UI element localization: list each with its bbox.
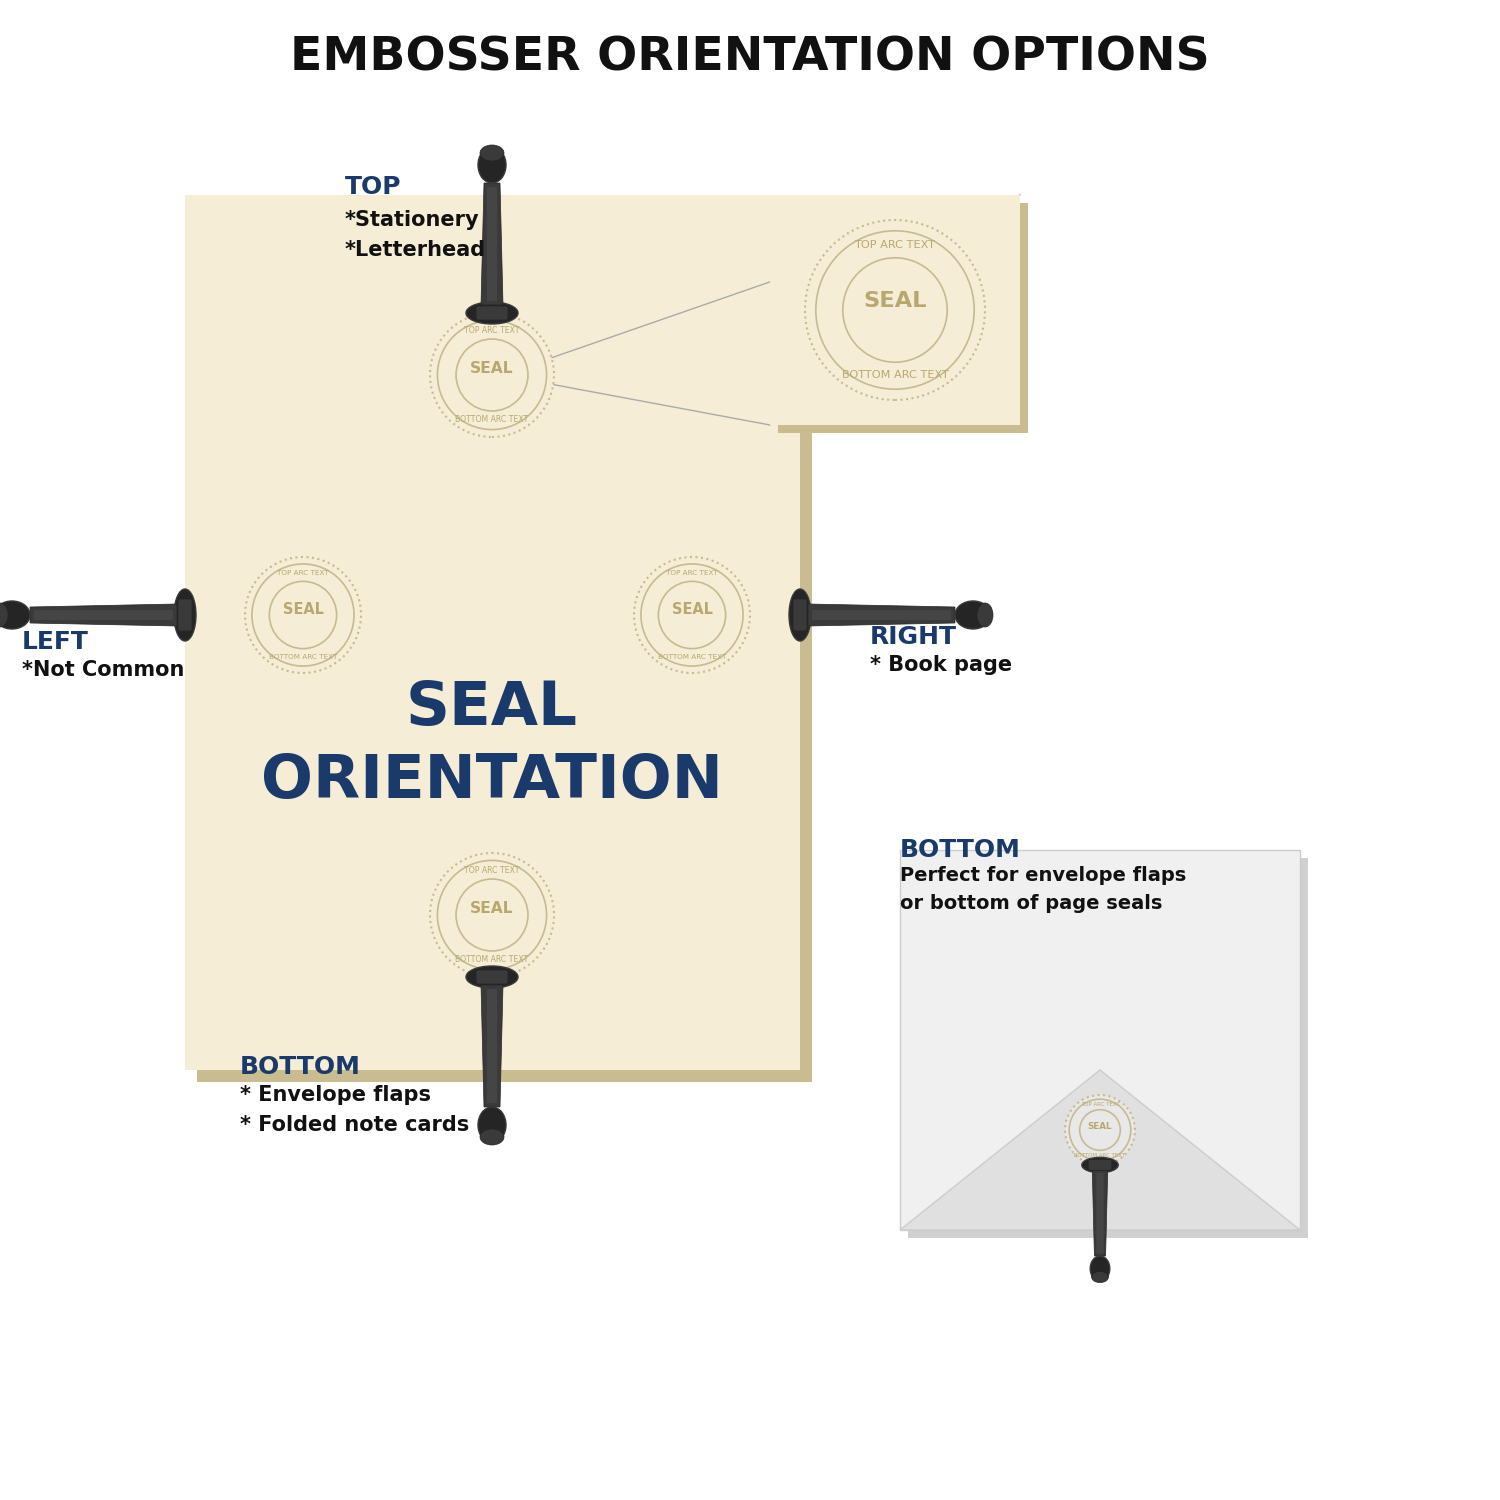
Text: SEAL
ORIENTATION: SEAL ORIENTATION (261, 680, 723, 812)
Text: BOTTOM: BOTTOM (900, 839, 1022, 862)
FancyBboxPatch shape (178, 598, 192, 632)
Text: BOTTOM ARC TEXT: BOTTOM ARC TEXT (268, 654, 338, 660)
Text: or bottom of page seals: or bottom of page seals (900, 894, 1162, 914)
Ellipse shape (480, 146, 504, 160)
FancyBboxPatch shape (1088, 1160, 1112, 1170)
FancyBboxPatch shape (34, 610, 172, 620)
Text: BOTTOM: BOTTOM (240, 1054, 362, 1078)
FancyBboxPatch shape (778, 202, 1028, 433)
Text: SEAL: SEAL (864, 291, 927, 310)
FancyBboxPatch shape (812, 610, 951, 620)
Text: BOTTOM ARC TEXT: BOTTOM ARC TEXT (456, 416, 528, 424)
Ellipse shape (478, 1107, 506, 1143)
Ellipse shape (478, 147, 506, 183)
Text: * Envelope flaps: * Envelope flaps (240, 1084, 430, 1106)
Text: TOP ARC TEXT: TOP ARC TEXT (465, 865, 519, 874)
FancyBboxPatch shape (488, 188, 496, 302)
Polygon shape (482, 986, 502, 1107)
FancyBboxPatch shape (900, 850, 1300, 1230)
Text: EMBOSSER ORIENTATION OPTIONS: EMBOSSER ORIENTATION OPTIONS (290, 36, 1210, 81)
Text: * Book page: * Book page (870, 656, 1012, 675)
FancyBboxPatch shape (488, 988, 496, 1102)
Text: BOTTOM ARC TEXT: BOTTOM ARC TEXT (456, 956, 528, 964)
Text: TOP ARC TEXT: TOP ARC TEXT (855, 240, 936, 250)
Polygon shape (30, 604, 177, 625)
Circle shape (634, 556, 750, 674)
Ellipse shape (1092, 1272, 1108, 1282)
Text: LEFT: LEFT (22, 630, 88, 654)
Text: TOP ARC TEXT: TOP ARC TEXT (666, 570, 718, 576)
Circle shape (806, 220, 986, 400)
FancyBboxPatch shape (476, 970, 508, 984)
Text: * Folded note cards: * Folded note cards (240, 1114, 470, 1136)
Text: BOTTOM ARC TEXT: BOTTOM ARC TEXT (842, 370, 948, 380)
FancyBboxPatch shape (476, 306, 508, 320)
Text: *Stationery: *Stationery (345, 210, 480, 230)
Text: TOP: TOP (345, 176, 402, 200)
Ellipse shape (466, 966, 518, 988)
Text: RIGHT: RIGHT (870, 626, 957, 650)
Ellipse shape (976, 603, 993, 627)
FancyBboxPatch shape (794, 598, 807, 632)
Text: SEAL: SEAL (672, 602, 712, 616)
FancyBboxPatch shape (770, 195, 1020, 424)
Polygon shape (808, 604, 956, 625)
Ellipse shape (0, 603, 8, 627)
Polygon shape (900, 1070, 1300, 1230)
Ellipse shape (466, 302, 518, 324)
Ellipse shape (174, 590, 196, 640)
Circle shape (1065, 1095, 1136, 1166)
Text: SEAL: SEAL (471, 902, 513, 916)
Circle shape (244, 556, 362, 674)
Circle shape (430, 314, 554, 436)
Text: *Not Common: *Not Common (22, 660, 184, 680)
Polygon shape (482, 183, 502, 304)
Ellipse shape (480, 1130, 504, 1144)
Text: TOP ARC TEXT: TOP ARC TEXT (278, 570, 328, 576)
Text: TOP ARC TEXT: TOP ARC TEXT (465, 326, 519, 334)
FancyBboxPatch shape (196, 207, 812, 1082)
Text: SEAL: SEAL (1088, 1122, 1112, 1131)
FancyBboxPatch shape (1096, 1173, 1104, 1254)
Text: BOTTOM ARC TEXT: BOTTOM ARC TEXT (658, 654, 726, 660)
Text: SEAL: SEAL (471, 362, 513, 376)
Ellipse shape (956, 602, 992, 628)
Polygon shape (1092, 1170, 1107, 1256)
Ellipse shape (1090, 1256, 1110, 1281)
Circle shape (430, 853, 554, 976)
Text: BOTTOM ARC TEXT: BOTTOM ARC TEXT (1074, 1152, 1125, 1158)
Ellipse shape (0, 602, 30, 628)
Text: Perfect for envelope flaps: Perfect for envelope flaps (900, 865, 1186, 885)
FancyBboxPatch shape (184, 195, 800, 1070)
Text: SEAL: SEAL (282, 602, 324, 616)
Ellipse shape (789, 590, 812, 640)
FancyBboxPatch shape (908, 858, 1308, 1238)
Ellipse shape (1082, 1158, 1118, 1173)
Text: TOP ARC TEXT: TOP ARC TEXT (1080, 1102, 1119, 1107)
Text: *Letterhead: *Letterhead (345, 240, 486, 260)
